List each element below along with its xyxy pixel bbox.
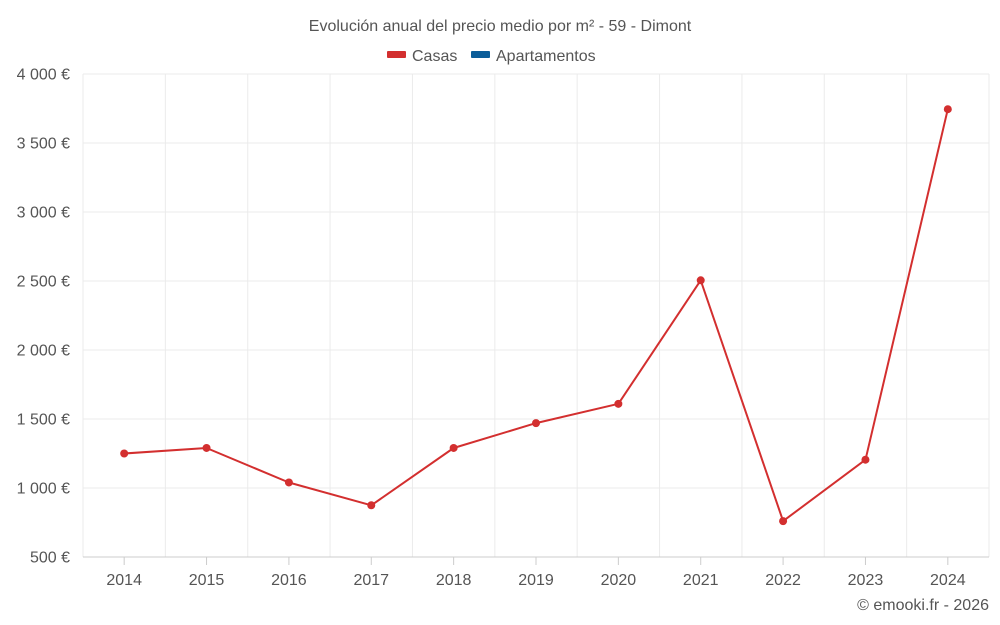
data-point-casas-2014[interactable] [120, 449, 129, 458]
data-point-casas-2019[interactable] [532, 419, 540, 428]
x-tick-label: 2023 [848, 572, 884, 589]
gridlines [82, 73, 990, 557]
data-point-casas-2020[interactable] [614, 399, 623, 408]
x-tick-label: 2019 [518, 572, 554, 589]
y-tick-label: 3 500 € [17, 136, 70, 153]
x-tick-label: 2018 [436, 572, 472, 589]
y-tick-label: 3 000 € [17, 205, 70, 222]
x-axis: 2014 2015 2016 2017 2018 2019 2020 2021 2022 2023… [83, 556, 989, 589]
y-axis: 500 € 1 000 € 1 500 € 2 000 € 2 500 € 3 000 €… [17, 67, 70, 567]
data-point-casas-2024[interactable] [943, 105, 952, 114]
legend-swatch-casas [387, 51, 406, 58]
legend-label-apartamentos: Apartamentos [496, 48, 596, 65]
data-point-casas-2023[interactable] [861, 455, 870, 464]
x-tick-label: 2014 [106, 572, 142, 589]
y-tick-label: 1 000 € [17, 481, 70, 498]
y-tick-label: 2 000 € [17, 343, 70, 360]
x-tick-label: 2020 [601, 572, 637, 589]
x-tick-label: 2024 [930, 572, 966, 589]
legend-swatch-apartamentos [471, 51, 490, 58]
data-point-casas-2017[interactable] [367, 501, 376, 510]
y-tick-label: 2 500 € [17, 274, 70, 291]
x-tick-label: 2017 [353, 572, 389, 589]
credit: © emooki.fr - 2026 [857, 597, 989, 614]
x-tick-label: 2015 [189, 572, 225, 589]
x-tick-label: 2022 [765, 572, 801, 589]
legend-item-casas[interactable]: Casas [387, 48, 457, 65]
legend-item-apartamentos[interactable]: Apartamentos [471, 48, 596, 65]
data-point-casas-2022[interactable] [779, 517, 788, 526]
data-point-casas-2021[interactable] [696, 276, 705, 285]
y-tick-label: 1 500 € [17, 412, 70, 429]
legend-label-casas: Casas [412, 48, 457, 65]
chart-title: Evolución anual del precio medio por m² … [309, 18, 692, 35]
data-point-casas-2016[interactable] [284, 478, 293, 487]
data-point-casas-2015[interactable] [202, 443, 211, 452]
y-tick-label: 500 € [30, 550, 70, 567]
x-tick-label: 2021 [683, 572, 719, 589]
data-point-casas-2018[interactable] [449, 443, 458, 452]
x-tick-label: 2016 [271, 572, 307, 589]
y-tick-label: 4 000 € [17, 67, 70, 84]
series-casas [120, 105, 952, 526]
legend: Casas Apartamentos [387, 48, 596, 65]
